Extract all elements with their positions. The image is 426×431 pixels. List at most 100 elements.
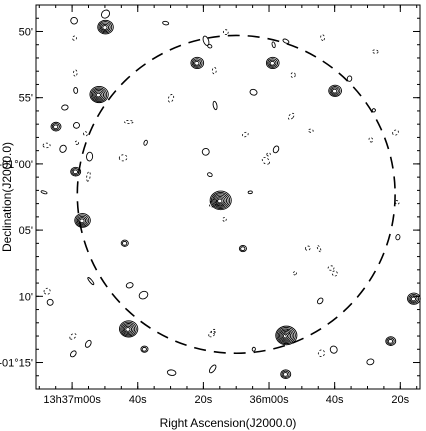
noise-contour <box>86 151 94 162</box>
noise-contour <box>371 108 376 113</box>
negative-noise-contour <box>209 198 218 208</box>
negative-noise-contour <box>394 200 400 205</box>
contour-ring <box>72 169 78 175</box>
noise-contour <box>329 345 338 354</box>
contour-ring <box>282 333 289 339</box>
noise-contour <box>212 100 218 111</box>
source-contours <box>74 213 91 228</box>
contour-ring <box>275 325 298 346</box>
contour-ring <box>191 58 203 68</box>
x-tick-label: 13h37m00s <box>43 394 101 406</box>
noise-contour <box>166 369 177 376</box>
negative-noise-contour <box>124 120 134 124</box>
source-contours <box>120 239 129 247</box>
negative-noise-contour <box>43 287 51 295</box>
contour-ring <box>332 88 338 94</box>
contour-ring <box>102 25 108 30</box>
noise-contour <box>138 290 149 300</box>
contour-ring <box>281 332 290 340</box>
contour-ring <box>330 87 339 95</box>
contour-ring <box>385 336 397 346</box>
contour-ring <box>90 87 108 102</box>
y-axis-label: Declination(J2000.0) <box>0 142 14 252</box>
negative-noise-contour <box>72 35 77 41</box>
negative-noise-contour <box>167 94 175 103</box>
contour-ring <box>212 193 229 208</box>
noise-contour <box>70 16 78 25</box>
contour-ring <box>122 240 128 246</box>
source-contours <box>97 19 114 35</box>
contour-ring <box>125 327 131 332</box>
noise-contour <box>73 87 79 94</box>
negative-noise-contour <box>287 112 295 120</box>
contour-ring <box>279 329 293 342</box>
contour-ring <box>240 246 246 251</box>
contour-ring <box>78 217 87 225</box>
plot-area <box>40 9 421 380</box>
noise-contour <box>395 234 401 241</box>
noise-contour <box>271 41 276 49</box>
contour-ring <box>94 91 103 99</box>
noise-contour <box>69 350 77 358</box>
contour-ring <box>215 197 224 205</box>
negative-noise-contour <box>327 265 335 271</box>
contour-ring <box>265 56 280 70</box>
y-tick-label: -01°15' <box>0 358 33 370</box>
noise-contour <box>247 190 253 195</box>
contour-ring <box>268 59 277 67</box>
contour-ring <box>209 190 232 211</box>
contour-ring <box>329 86 341 96</box>
noise-contour <box>40 190 48 195</box>
contour-ring <box>50 121 62 132</box>
noise-contour <box>202 35 210 46</box>
contour-ring <box>89 86 109 104</box>
x-tick-label: 40s <box>326 394 344 406</box>
negative-noise-contour <box>222 217 227 222</box>
noise-contour <box>208 364 217 374</box>
contour-ring <box>124 325 133 333</box>
negative-noise-contour <box>118 154 128 162</box>
contour-ring <box>238 244 247 253</box>
noise-contour <box>317 297 324 305</box>
source-contours <box>238 244 247 253</box>
noise-contour <box>251 346 256 352</box>
contour-ring <box>98 21 113 34</box>
negative-noise-contour <box>266 152 271 157</box>
noise-contour <box>272 145 280 154</box>
source-contours <box>89 86 109 104</box>
contour-ring <box>408 293 420 304</box>
noise-contour <box>282 38 290 44</box>
contour-ring <box>190 56 205 70</box>
x-tick-label: 40s <box>129 394 147 406</box>
contour-ring <box>91 88 106 101</box>
source-contours <box>328 84 342 97</box>
source-contours <box>280 369 292 380</box>
contour-ring <box>269 60 275 66</box>
contour-ring <box>122 324 134 335</box>
contour-ring <box>119 320 139 338</box>
noise-contour <box>73 121 80 129</box>
x-axis-label: Right Ascension(J2000.0) <box>160 416 297 430</box>
contour-ring <box>386 337 395 345</box>
negative-noise-contour <box>292 271 297 276</box>
y-tick-label: 05' <box>19 225 33 237</box>
source-contours <box>385 336 397 346</box>
contour-ring <box>75 214 90 227</box>
negative-noise-contour <box>74 140 79 145</box>
negative-noise-contour <box>284 329 290 337</box>
source-contours <box>265 56 280 70</box>
contour-ring <box>281 370 290 378</box>
source-contours <box>119 320 139 338</box>
source-contours <box>209 190 232 211</box>
noise-contour <box>46 298 54 306</box>
contour-ring <box>99 22 111 33</box>
contour-ring <box>214 195 226 206</box>
contour-ring <box>70 166 82 177</box>
y-tick-label: 10' <box>19 291 33 303</box>
negative-noise-contour <box>331 270 338 277</box>
contour-ring <box>53 124 59 130</box>
contour-ring <box>210 191 231 209</box>
y-tick-labels: 50' 55' -01°00' 05' 10' -01°15' <box>0 26 33 369</box>
x-tick-label: 20s <box>391 394 409 406</box>
